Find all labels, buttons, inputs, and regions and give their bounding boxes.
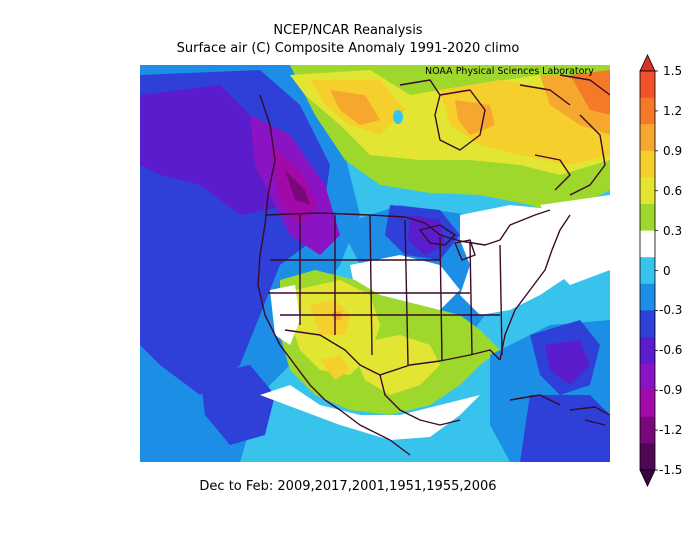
colorbar-swatch: [640, 283, 655, 311]
caribbean-islands: [509, 394, 610, 426]
field-orange-ne: [570, 70, 610, 115]
colorbar-tick-label: 1.5: [663, 64, 683, 78]
colorbar-swatch: [640, 150, 655, 178]
field-yellow-south: [310, 300, 350, 335]
colorbar-tick-label: 0.3: [663, 223, 683, 238]
field-yellow-hudson: [455, 100, 495, 135]
colorbar-swatch: [640, 230, 655, 258]
colorbar-swatch: [640, 177, 655, 205]
colorbar-swatch: [640, 257, 655, 285]
colorbar-swatch: [640, 71, 655, 99]
map-boundaries: [257, 74, 610, 456]
colorbar-swatch: [640, 204, 655, 232]
colorbar-top-arrow: [639, 54, 656, 72]
atlantic-coast: [499, 214, 571, 361]
field-white-atlantic: [540, 195, 610, 285]
colorbar-tick-label: 0.9: [663, 143, 683, 158]
composite-years-caption: Dec to Feb: 2009,2017,2001,1951,1955,200…: [199, 479, 497, 494]
colorbar-swatch: [640, 443, 655, 471]
state-lines: [268, 214, 503, 366]
west-coastline: [257, 94, 326, 401]
field-yellow-south-small: [320, 355, 350, 380]
mexico-outline: [324, 374, 461, 456]
field-dark-magenta-west: [285, 170, 310, 205]
colorbar-swatch: [640, 310, 655, 338]
field-violet-nw: [140, 85, 300, 215]
colorbar: 1.5 1.2 0.9 0.6 0.3 0 -0.3 -0.6 -0.9 -1.2 -1.5: [636, 52, 700, 492]
colorbar-tick-label: -0.9: [659, 383, 683, 398]
field-white-south: [260, 385, 480, 440]
field-light-blue-spot-north: [393, 110, 403, 124]
chart-title: NCEP/NCAR Reanalysis: [273, 23, 423, 38]
colorbar-tick-label: 0: [663, 263, 671, 278]
great-lakes: [419, 224, 476, 261]
colorbar-tick-label: -1.5: [659, 463, 683, 477]
us-mexico-border: [284, 329, 381, 376]
field-gold-north: [330, 90, 380, 125]
chart-subtitle: Surface air (C) Composite Anomaly 1991-2…: [176, 41, 520, 56]
credit-text: NOAA Physical Sciences Laboratory: [425, 66, 594, 77]
field-violet-southeast: [545, 340, 590, 385]
field-white-east: [460, 205, 580, 315]
colorbar-swatch: [640, 416, 655, 444]
arctic-islands: [399, 79, 606, 196]
field-royal-blue-bottom: [520, 395, 610, 462]
colorbar-tick-label: -1.2: [659, 423, 683, 438]
anomaly-fill-layer: [140, 65, 610, 462]
colorbar-swatch: [640, 363, 655, 391]
anomaly-map: [140, 65, 610, 462]
colorbar-tick-label: -0.6: [659, 343, 683, 358]
colorbar-tick-label: 1.2: [663, 103, 683, 118]
hudson-bay: [434, 89, 486, 151]
gulf-coast: [379, 349, 501, 376]
colorbar-bottom-arrow: [639, 469, 656, 487]
greenland-edge: [559, 74, 610, 96]
colorbar-tick-label: 0.6: [663, 183, 683, 198]
field-violet-southwest: [200, 365, 275, 445]
field-white-central: [350, 255, 460, 315]
us-canada-border: [264, 209, 551, 246]
colorbar-tick-label: -0.3: [659, 303, 683, 318]
colorbar-swatch: [640, 337, 655, 365]
colorbar-swatch: [640, 97, 655, 125]
colorbar-swatch: [640, 124, 655, 152]
colorbar-swatch: [640, 390, 655, 418]
field-purple-lakes: [408, 215, 445, 255]
